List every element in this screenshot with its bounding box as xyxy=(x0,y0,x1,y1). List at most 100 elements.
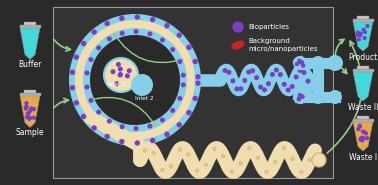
Circle shape xyxy=(311,56,325,70)
Circle shape xyxy=(75,20,195,140)
Circle shape xyxy=(97,110,101,114)
Bar xyxy=(24,90,36,93)
Bar xyxy=(353,19,373,22)
Circle shape xyxy=(363,131,366,134)
Circle shape xyxy=(171,48,175,51)
Polygon shape xyxy=(20,95,40,127)
Circle shape xyxy=(235,87,239,91)
Circle shape xyxy=(33,116,35,119)
Circle shape xyxy=(28,111,31,114)
Circle shape xyxy=(328,90,342,104)
Circle shape xyxy=(85,85,89,89)
Circle shape xyxy=(131,74,153,96)
Circle shape xyxy=(222,155,225,158)
Circle shape xyxy=(274,160,277,163)
Circle shape xyxy=(33,108,36,110)
Circle shape xyxy=(104,58,138,92)
Circle shape xyxy=(301,95,304,98)
Bar xyxy=(20,93,40,96)
Circle shape xyxy=(108,119,111,123)
Circle shape xyxy=(25,102,28,105)
Circle shape xyxy=(152,152,155,155)
Circle shape xyxy=(263,88,266,92)
Circle shape xyxy=(358,125,361,128)
Circle shape xyxy=(357,128,360,130)
Circle shape xyxy=(359,34,362,37)
Circle shape xyxy=(144,149,147,152)
Circle shape xyxy=(361,136,363,139)
Circle shape xyxy=(300,171,303,174)
Circle shape xyxy=(287,88,290,92)
Circle shape xyxy=(294,75,298,79)
Circle shape xyxy=(105,134,109,139)
Circle shape xyxy=(70,86,74,90)
Circle shape xyxy=(312,153,326,167)
Polygon shape xyxy=(353,121,373,151)
Text: Bioparticles: Bioparticles xyxy=(248,24,289,30)
Circle shape xyxy=(83,28,187,132)
Circle shape xyxy=(26,116,28,119)
Circle shape xyxy=(105,21,109,26)
Circle shape xyxy=(134,127,138,130)
Circle shape xyxy=(196,75,200,79)
Circle shape xyxy=(311,90,325,104)
Polygon shape xyxy=(353,71,373,101)
Circle shape xyxy=(120,31,124,35)
Circle shape xyxy=(359,32,362,35)
Circle shape xyxy=(299,61,302,64)
Text: Product: Product xyxy=(349,53,378,62)
Polygon shape xyxy=(353,21,373,51)
Circle shape xyxy=(282,147,285,149)
Circle shape xyxy=(308,158,311,162)
Circle shape xyxy=(151,18,155,21)
Circle shape xyxy=(248,147,251,150)
Circle shape xyxy=(165,132,169,136)
Circle shape xyxy=(135,141,139,145)
Circle shape xyxy=(274,68,278,72)
Circle shape xyxy=(364,31,366,33)
Text: Background
micro/nanoparticles: Background micro/nanoparticles xyxy=(248,38,318,52)
Circle shape xyxy=(25,105,28,108)
Circle shape xyxy=(148,124,152,128)
Circle shape xyxy=(25,106,27,108)
Circle shape xyxy=(90,35,180,125)
Circle shape xyxy=(301,95,304,98)
Ellipse shape xyxy=(231,41,245,49)
Circle shape xyxy=(120,140,124,144)
Circle shape xyxy=(127,69,131,73)
Circle shape xyxy=(363,137,366,140)
Polygon shape xyxy=(20,27,40,59)
Circle shape xyxy=(29,117,31,120)
Circle shape xyxy=(239,87,243,91)
Circle shape xyxy=(298,59,301,62)
Circle shape xyxy=(181,83,185,87)
Circle shape xyxy=(364,132,367,135)
Circle shape xyxy=(178,97,182,100)
Circle shape xyxy=(361,130,364,133)
Circle shape xyxy=(251,69,254,73)
Circle shape xyxy=(187,153,190,156)
Circle shape xyxy=(135,15,139,19)
Circle shape xyxy=(227,70,231,74)
Circle shape xyxy=(120,16,124,20)
Circle shape xyxy=(30,107,33,110)
Circle shape xyxy=(282,83,286,86)
Circle shape xyxy=(296,63,299,65)
Circle shape xyxy=(25,107,27,110)
Circle shape xyxy=(28,117,31,120)
Circle shape xyxy=(125,74,129,78)
Circle shape xyxy=(92,30,96,34)
Bar xyxy=(357,16,369,19)
Circle shape xyxy=(298,94,301,97)
Circle shape xyxy=(193,96,197,100)
Circle shape xyxy=(327,55,343,71)
Circle shape xyxy=(29,109,32,112)
Text: Inlet 1: Inlet 1 xyxy=(107,83,125,88)
Circle shape xyxy=(74,55,78,59)
Circle shape xyxy=(233,22,243,32)
Circle shape xyxy=(301,61,304,64)
Circle shape xyxy=(239,162,242,165)
Circle shape xyxy=(148,32,152,36)
Circle shape xyxy=(177,123,181,127)
Circle shape xyxy=(161,118,164,122)
